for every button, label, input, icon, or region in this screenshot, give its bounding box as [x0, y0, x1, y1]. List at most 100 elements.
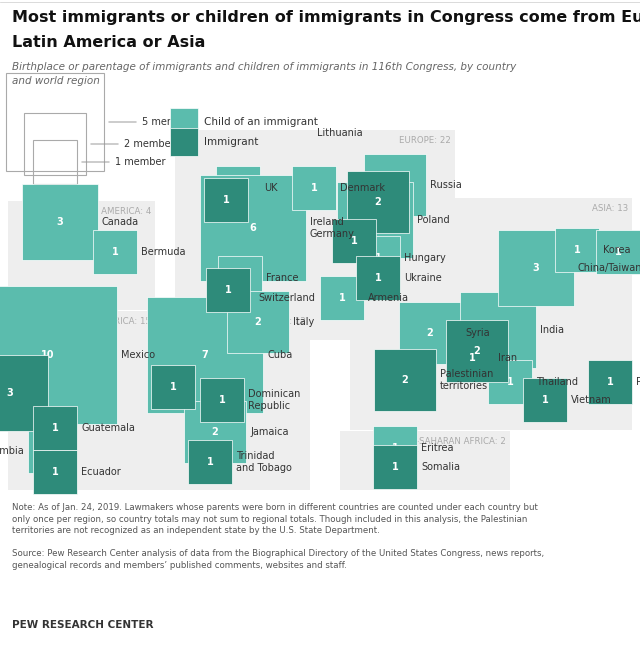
Text: France: France: [266, 273, 298, 283]
Text: genealogical records and members’ published comments, websites and staff.: genealogical records and members’ publis…: [12, 561, 347, 570]
FancyBboxPatch shape: [170, 108, 198, 136]
Text: Source: Pew Research Center analysis of data from the Biographical Directory of : Source: Pew Research Center analysis of …: [12, 549, 544, 558]
Text: Korea: Korea: [603, 245, 630, 255]
Text: India: India: [540, 325, 564, 335]
Text: 1: 1: [392, 443, 398, 453]
Text: 1: 1: [374, 273, 381, 283]
Text: Eritrea: Eritrea: [421, 443, 454, 453]
Text: Lithuania: Lithuania: [317, 128, 363, 138]
Text: ASIA: 13: ASIA: 13: [592, 204, 628, 213]
FancyBboxPatch shape: [0, 355, 48, 431]
FancyBboxPatch shape: [204, 178, 248, 222]
Text: Most immigrants or children of immigrants in Congress come from Europe,: Most immigrants or children of immigrant…: [12, 10, 640, 25]
Text: 1: 1: [52, 467, 58, 477]
Text: 1: 1: [541, 395, 548, 405]
Text: 3: 3: [495, 325, 501, 335]
FancyBboxPatch shape: [356, 236, 400, 280]
FancyBboxPatch shape: [446, 320, 508, 382]
FancyBboxPatch shape: [373, 445, 417, 489]
Text: 1: 1: [111, 247, 118, 257]
Text: Ukraine: Ukraine: [404, 273, 442, 283]
FancyBboxPatch shape: [28, 429, 72, 473]
Text: Italy: Italy: [293, 317, 314, 327]
FancyBboxPatch shape: [588, 360, 632, 404]
FancyBboxPatch shape: [170, 128, 198, 156]
Text: Latin America or Asia: Latin America or Asia: [12, 35, 205, 50]
Text: 1: 1: [507, 377, 513, 387]
FancyBboxPatch shape: [337, 182, 413, 258]
FancyBboxPatch shape: [292, 166, 336, 210]
Text: 1: 1: [392, 462, 398, 472]
Text: Vietnam: Vietnam: [571, 395, 612, 405]
FancyBboxPatch shape: [364, 154, 426, 216]
FancyBboxPatch shape: [498, 230, 574, 306]
FancyBboxPatch shape: [216, 166, 260, 210]
Text: PEW RESEARCH CENTER: PEW RESEARCH CENTER: [12, 620, 154, 630]
Text: Poland: Poland: [417, 215, 450, 225]
Text: Immigrant: Immigrant: [204, 137, 259, 147]
Text: Ireland
Germany: Ireland Germany: [310, 217, 355, 239]
Text: 6: 6: [250, 223, 257, 233]
Text: China/Taiwan: China/Taiwan: [578, 263, 640, 273]
Text: EUROPE: 22: EUROPE: 22: [399, 136, 451, 145]
Text: Bermuda: Bermuda: [141, 247, 186, 257]
FancyBboxPatch shape: [555, 228, 599, 272]
Text: 2: 2: [212, 427, 218, 437]
Text: 3: 3: [532, 263, 540, 273]
Text: 1 member: 1 member: [115, 157, 166, 167]
Text: 1: 1: [47, 446, 53, 456]
FancyBboxPatch shape: [200, 378, 244, 422]
Text: Palestinian
territories: Palestinian territories: [440, 370, 493, 391]
Text: Cuba: Cuba: [267, 350, 292, 360]
Text: 10: 10: [41, 350, 55, 360]
FancyBboxPatch shape: [596, 230, 640, 274]
FancyBboxPatch shape: [227, 291, 289, 353]
FancyBboxPatch shape: [356, 256, 400, 300]
Text: 2: 2: [402, 375, 408, 385]
Text: 1: 1: [219, 395, 225, 405]
Text: 1: 1: [52, 423, 58, 433]
Text: 5 members: 5 members: [142, 117, 198, 127]
FancyBboxPatch shape: [320, 276, 364, 320]
Text: Colombia: Colombia: [0, 446, 24, 456]
Text: Hungary: Hungary: [404, 253, 445, 263]
Text: Armenia: Armenia: [368, 293, 409, 303]
Text: Iran: Iran: [498, 353, 517, 363]
Text: Russia: Russia: [430, 180, 461, 190]
Text: Canada: Canada: [102, 217, 139, 227]
Text: 2: 2: [255, 317, 261, 327]
FancyBboxPatch shape: [332, 219, 376, 263]
Text: 3: 3: [372, 215, 378, 225]
Text: Trinidad
and Tobago: Trinidad and Tobago: [236, 451, 292, 473]
Text: Thailand: Thailand: [536, 377, 578, 387]
Text: MIDDLE EAST: 3: MIDDLE EAST: 3: [438, 311, 506, 320]
Text: territories are not recognized as an independent state by the U.S. State Departm: territories are not recognized as an ind…: [12, 526, 380, 535]
Text: 2: 2: [374, 197, 381, 207]
FancyBboxPatch shape: [151, 365, 195, 409]
FancyBboxPatch shape: [184, 401, 246, 463]
FancyBboxPatch shape: [33, 406, 77, 450]
FancyBboxPatch shape: [93, 230, 137, 274]
Text: Switzerland: Switzerland: [258, 293, 315, 303]
Text: 2: 2: [474, 346, 481, 356]
Text: Note: As of Jan. 24, 2019. Lawmakers whose parents were born in different countr: Note: As of Jan. 24, 2019. Lawmakers who…: [12, 503, 538, 512]
Text: Child of an immigrant: Child of an immigrant: [204, 117, 318, 127]
FancyBboxPatch shape: [155, 311, 310, 490]
FancyBboxPatch shape: [460, 292, 536, 368]
Text: NORTH AMERICA: 4: NORTH AMERICA: 4: [68, 207, 151, 216]
FancyBboxPatch shape: [399, 302, 461, 364]
Text: Guatemala: Guatemala: [81, 423, 135, 433]
FancyBboxPatch shape: [206, 268, 250, 312]
FancyBboxPatch shape: [175, 130, 455, 340]
Text: 1: 1: [339, 293, 346, 303]
Text: Birthplace or parentage of immigrants and children of immigrants in 116th Congre: Birthplace or parentage of immigrants an…: [12, 62, 516, 86]
Text: SUB-SAHARAN AFRICA: 2: SUB-SAHARAN AFRICA: 2: [398, 437, 506, 446]
Text: 1: 1: [170, 382, 177, 392]
FancyBboxPatch shape: [0, 286, 117, 424]
Text: 1: 1: [310, 183, 317, 193]
FancyBboxPatch shape: [450, 336, 494, 380]
FancyBboxPatch shape: [33, 450, 77, 494]
FancyBboxPatch shape: [523, 378, 567, 422]
FancyBboxPatch shape: [188, 440, 232, 484]
Text: 2 members: 2 members: [124, 139, 180, 149]
